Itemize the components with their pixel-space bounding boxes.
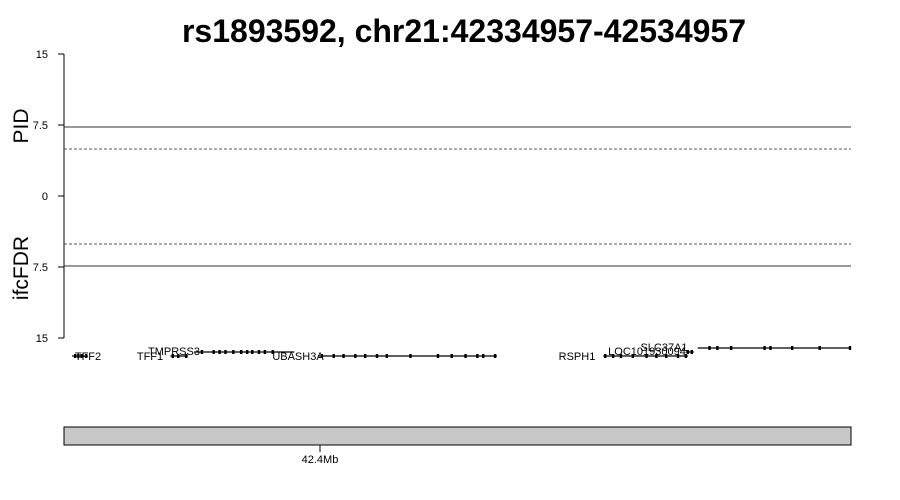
exon-rsph1-7 <box>676 354 680 358</box>
exon-loc101930094-0 <box>686 350 690 354</box>
exon-ubash3a-6 <box>385 354 389 358</box>
y-tick-label-7.5-upper: 7.5 <box>33 120 48 132</box>
exon-tff1-1 <box>177 354 180 358</box>
exon-rsph1-6 <box>665 354 668 358</box>
exon-tmprss3-7 <box>251 350 254 354</box>
y-tick-label-15-upper: 15 <box>36 49 48 61</box>
y-axis-label-pid: PID <box>10 108 33 143</box>
exon-ubash3a-0 <box>320 354 324 358</box>
exon-ubash3a-12 <box>482 354 485 358</box>
exon-tff2-2 <box>80 354 83 358</box>
gene-label-rsph1: RSPH1 <box>559 351 596 363</box>
exon-slc37a1-7 <box>848 346 852 350</box>
exon-slc37a1-5 <box>790 346 794 350</box>
exon-tmprss3-4 <box>232 350 235 354</box>
exon-ubash3a-11 <box>476 354 479 358</box>
exon-tff2-3 <box>85 354 88 358</box>
exon-tff2-1 <box>77 354 80 358</box>
exon-slc37a1-3 <box>763 346 766 350</box>
exon-rsph1-0 <box>604 354 607 358</box>
exon-ubash3a-3 <box>354 354 357 358</box>
exon-tmprss3-0 <box>200 350 204 354</box>
exon-slc37a1-4 <box>769 346 772 350</box>
exon-tmprss3-3 <box>224 350 227 354</box>
x-tick-label-42.4mb: 42.4Mb <box>302 454 339 466</box>
exon-tmprss3-10 <box>271 350 274 354</box>
exon-ubash3a-8 <box>436 354 440 358</box>
exon-rsph1-5 <box>655 354 658 358</box>
y-tick-label-0: 0 <box>42 191 48 203</box>
exon-tmprss3-1 <box>212 350 215 354</box>
y-tick-label-15-lower: 15 <box>36 333 48 345</box>
exon-tmprss3-8 <box>257 350 261 354</box>
y-axis-label-ifcfdr: ifcFDR <box>10 236 33 300</box>
exon-ubash3a-2 <box>342 354 345 358</box>
exon-tff2-0 <box>73 354 77 358</box>
exon-tff1-0 <box>171 354 174 358</box>
exon-tmprss3-5 <box>240 350 243 354</box>
y-tick-label-7.5-lower: 7.5 <box>33 262 48 274</box>
exon-slc37a1-6 <box>818 346 821 350</box>
exon-rsph1-2 <box>619 354 623 358</box>
gene-label-tff2: TFF2 <box>75 351 101 363</box>
exon-ubash3a-4 <box>363 354 367 358</box>
exon-ubash3a-13 <box>493 354 497 358</box>
exon-rsph1-1 <box>611 354 615 358</box>
chart-title: rs1893592, chr21:42334957-42534957 <box>182 13 746 49</box>
exon-slc37a1-2 <box>729 346 733 350</box>
exon-tmprss3-2 <box>218 350 221 354</box>
exon-ubash3a-1 <box>332 354 335 358</box>
exon-ubash3a-9 <box>450 354 453 358</box>
exon-tmprss3-6 <box>245 350 249 354</box>
exon-rsph1-8 <box>684 354 688 358</box>
gene-label-tff1: TFF1 <box>137 351 163 363</box>
exon-ubash3a-7 <box>409 354 412 358</box>
exon-rsph1-4 <box>645 354 648 358</box>
exon-tff1-2 <box>184 354 188 358</box>
exon-slc37a1-0 <box>708 346 711 350</box>
exon-ubash3a-10 <box>464 354 467 358</box>
chromosome-band <box>63 426 852 446</box>
exon-tmprss3-9 <box>263 350 267 354</box>
gene-label-ubash3a: UBASH3A <box>272 351 324 363</box>
exon-slc37a1-1 <box>716 346 719 350</box>
gene-label-slc37a1: SLC37A1 <box>640 342 687 354</box>
exon-loc101930094-1 <box>690 350 694 354</box>
exon-rsph1-3 <box>631 354 634 358</box>
gene-label-loc101930094: LOC101930094 <box>608 346 686 358</box>
gene-label-tmprss3: TMPRSS3 <box>148 346 200 358</box>
exon-ubash3a-5 <box>375 354 379 358</box>
